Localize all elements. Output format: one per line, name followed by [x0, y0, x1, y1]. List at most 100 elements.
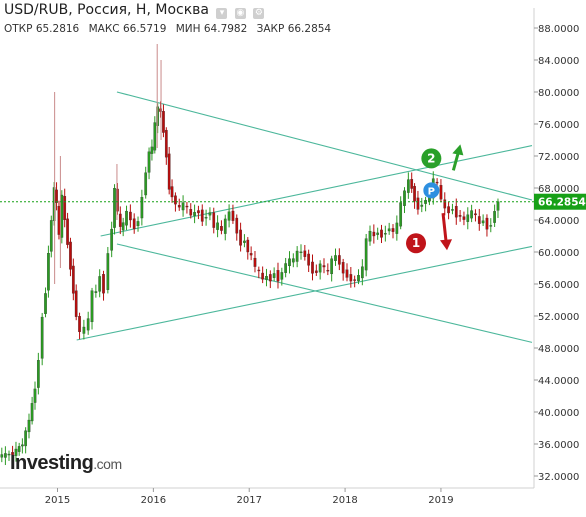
candle	[341, 258, 345, 281]
x-tick-label: 2017	[236, 495, 261, 506]
candle-body	[33, 388, 37, 403]
logo-suffix: .com	[93, 456, 122, 472]
candle-body	[387, 228, 391, 232]
candle-body	[261, 272, 264, 280]
trendline	[76, 245, 533, 341]
candle	[253, 250, 257, 273]
candle-body	[268, 274, 272, 282]
candle	[94, 284, 98, 298]
annotations: 2 1 P	[406, 144, 464, 254]
candle	[326, 263, 330, 276]
candle	[451, 203, 454, 215]
candle-body	[200, 209, 204, 222]
candle-body	[239, 229, 242, 246]
candle	[383, 225, 387, 242]
candle-body	[322, 265, 326, 268]
candle-body	[406, 179, 410, 193]
candle-body	[118, 213, 122, 227]
candle	[330, 255, 334, 282]
marker-badge-P	[423, 182, 440, 199]
ohlc-readout: ОТКР 65.2816 МАКС 66.5719 МИН 64.7982 ЗА…	[4, 23, 337, 35]
candle	[410, 172, 414, 193]
candle-body	[129, 211, 132, 221]
dropdown-chevron-icon[interactable]: ▾	[216, 8, 228, 19]
candle	[60, 190, 64, 244]
candle-body	[360, 266, 364, 279]
y-tick-label: 68.0000	[538, 184, 579, 195]
candle-body	[167, 153, 171, 190]
candle-body	[477, 216, 481, 224]
candle	[406, 172, 410, 199]
candle-body	[353, 279, 357, 281]
candle-body	[208, 212, 212, 216]
candle	[493, 204, 496, 227]
y-tick-label: 76.0000	[538, 120, 579, 131]
candle	[235, 214, 239, 241]
candle-body	[94, 291, 98, 293]
candle-body	[272, 273, 276, 278]
arrow-down-head-icon	[440, 239, 453, 251]
candle-body	[164, 129, 168, 158]
candle	[474, 209, 477, 222]
candle	[24, 427, 27, 454]
ohlc-low-label: МИН	[175, 23, 201, 35]
eye-icon[interactable]: ◉	[234, 8, 246, 19]
candle-body	[86, 318, 90, 331]
candle	[485, 214, 489, 237]
candle-body	[391, 228, 395, 232]
candle-body	[349, 274, 353, 282]
candle	[353, 275, 357, 288]
candle	[303, 245, 307, 261]
candle	[360, 259, 364, 286]
candle	[36, 352, 40, 395]
candle-body	[420, 204, 424, 207]
candle-body	[451, 209, 454, 211]
candle	[147, 147, 151, 180]
candle-body	[74, 290, 78, 317]
candle-body	[458, 215, 462, 217]
candle	[220, 220, 223, 235]
candle	[231, 204, 235, 224]
y-tick-label: 48.0000	[538, 344, 579, 355]
candle-body	[326, 269, 330, 272]
arrow-down-icon	[441, 213, 448, 242]
candle-body	[14, 448, 18, 456]
candle-body	[257, 269, 261, 272]
y-tick-label: 60.0000	[538, 248, 579, 259]
candle-body	[110, 228, 114, 251]
candle-body	[121, 222, 125, 231]
candle-body	[98, 276, 102, 292]
candle-body	[243, 240, 246, 243]
candle	[447, 201, 450, 220]
candle	[261, 266, 264, 284]
candle	[470, 204, 473, 223]
candle	[4, 446, 7, 466]
x-tick-label: 2018	[332, 495, 357, 506]
candle	[7, 450, 11, 461]
candle-body	[341, 262, 345, 274]
candle	[185, 201, 189, 214]
candle	[0, 447, 4, 463]
candle	[243, 234, 246, 248]
settings-gear-icon[interactable]: ⚙	[253, 8, 265, 19]
candle-body	[66, 218, 69, 245]
candle	[295, 246, 299, 268]
marker-badge-1	[406, 233, 427, 254]
candle-body	[470, 210, 473, 219]
candle	[125, 205, 128, 231]
candle	[239, 222, 242, 252]
candle-body	[489, 225, 493, 227]
candle-body	[220, 226, 223, 231]
trendline	[100, 145, 533, 237]
candle-body	[36, 360, 40, 388]
ohlc-high-value: 66.5719	[122, 23, 167, 35]
candle-body	[368, 230, 372, 242]
candle	[200, 204, 204, 227]
candle	[164, 127, 168, 165]
candle-body	[193, 211, 196, 216]
candle	[57, 200, 61, 240]
ohlc-open-label: ОТКР	[4, 23, 33, 35]
candle-body	[447, 206, 450, 214]
